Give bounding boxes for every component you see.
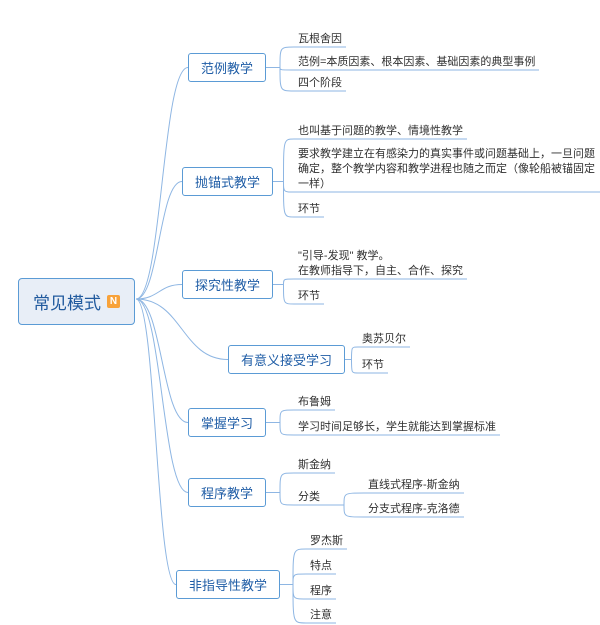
leaf-b2-1: 要求教学建立在有感染力的真实事件或问题基础上，一旦问题确定，整个教学内容和教学进…	[298, 147, 600, 192]
leaf-b1-1: 范例=本质因素、根本因素、基础因素的典型事例	[298, 55, 535, 70]
branch-b1[interactable]: 范例教学	[188, 53, 266, 82]
branch-b6[interactable]: 程序教学	[188, 478, 266, 507]
leaf-b3-0: "引导-发现" 教学。 在教师指导下，自主、合作、探究	[298, 249, 463, 279]
leaf-b7-2: 程序	[310, 584, 332, 599]
branch-b7[interactable]: 非指导性教学	[176, 570, 280, 599]
branch-b3[interactable]: 探究性教学	[182, 270, 273, 299]
leaf-b7-3: 注意	[310, 608, 332, 623]
leaf-b3-1: 环节	[298, 289, 320, 304]
leaf-b6-1-0: 直线式程序-斯金纳	[368, 478, 460, 493]
leaf-b5-0: 布鲁姆	[298, 395, 331, 410]
leaf-b6-1-1: 分支式程序-克洛德	[368, 502, 460, 517]
branch-b5[interactable]: 掌握学习	[188, 408, 266, 437]
leaf-b6-1: 分类	[298, 490, 320, 505]
leaf-b7-0: 罗杰斯	[310, 534, 343, 549]
leaf-b2-0: 也叫基于问题的教学、情境性教学	[298, 124, 463, 139]
leaf-b5-1: 学习时间足够长，学生就能达到掌握标准	[298, 420, 496, 435]
leaf-b1-0: 瓦根舍因	[298, 32, 342, 47]
leaf-b4-1: 环节	[362, 358, 384, 373]
branch-b4[interactable]: 有意义接受学习	[228, 345, 345, 374]
leaf-b7-1: 特点	[310, 559, 332, 574]
root-node[interactable]: 常见模式 N	[18, 278, 135, 325]
leaf-b2-2: 环节	[298, 202, 320, 217]
root-label: 常见模式	[33, 289, 101, 314]
root-badge-icon: N	[107, 295, 120, 308]
leaf-b1-2: 四个阶段	[298, 76, 342, 91]
leaf-b4-0: 奥苏贝尔	[362, 332, 406, 347]
leaf-b6-0: 斯金纳	[298, 458, 331, 473]
branch-b2[interactable]: 抛锚式教学	[182, 167, 273, 196]
